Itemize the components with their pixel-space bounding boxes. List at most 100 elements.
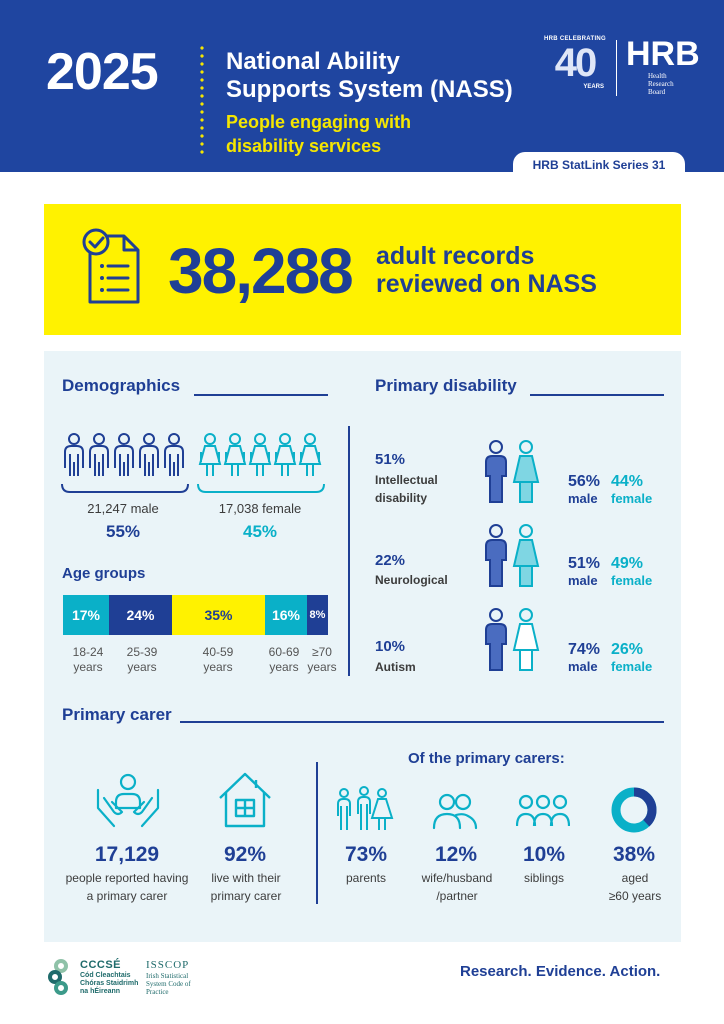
intellectual-female-pct: 44% (611, 473, 644, 490)
siblings-icon (516, 794, 570, 827)
cccse-line: na hÉireann (80, 988, 121, 995)
celebrating-years: YEARS (583, 84, 604, 90)
hrb-name-line-3: Board (648, 88, 666, 96)
page-title: National Ability Supports System (NASS) (226, 48, 526, 104)
aged-label: aged ≥60 years (600, 869, 670, 905)
carer-label-line: primary carer (210, 889, 282, 903)
male-label: male (568, 491, 598, 506)
section-divider (348, 426, 350, 676)
male-label: male (568, 573, 598, 588)
autism-female-pct: 26% (611, 641, 644, 658)
male-female-icon (485, 524, 540, 587)
female-percent: 45% (242, 522, 278, 541)
parents-pct: 73% (344, 843, 388, 866)
aged-pct: 38% (612, 843, 656, 866)
age-label-line: 40-59 (202, 645, 234, 659)
caring-hands-icon (96, 773, 160, 828)
carer-label-line: a primary carer (86, 889, 168, 903)
parents-label: parents (345, 871, 387, 885)
primary-carer-rule (180, 721, 664, 723)
age-bar-25-39: 24% (109, 595, 172, 635)
aged-label-line: ≥60 years (608, 889, 662, 903)
age-groups-title: Age groups (62, 565, 146, 582)
carer-divider (316, 762, 318, 904)
age-bar-40-59: 35% (172, 595, 265, 635)
female-count: 17,038 female (218, 501, 302, 516)
siblings-pct: 10% (522, 843, 566, 866)
age-label-line: years (127, 660, 157, 674)
footer-tagline: Research. Evidence. Action. (460, 963, 661, 980)
celebrating-text: HRB CELEBRATING (543, 36, 607, 42)
report-year: 2025 (46, 43, 159, 101)
house-icon (219, 772, 271, 828)
age-bar-60-69: 16% (265, 595, 307, 635)
cccse-logo-text: CCCSÉ (80, 959, 122, 971)
dotted-divider (200, 44, 204, 156)
hrb-logo-name: Health Research Board (626, 72, 700, 96)
male-label: male (568, 659, 598, 674)
carer-live-label: live with their primary carer (196, 869, 296, 905)
disability-neurological-pct: 22% (375, 552, 406, 569)
isscop-line: System Code of (146, 980, 191, 988)
cccse-line: Chóras Staidrimh (80, 980, 139, 987)
age-label-40-59: 40-59 years (194, 645, 242, 675)
female-people-icon (197, 433, 325, 493)
aged-label-line: aged (621, 871, 649, 885)
spouse-label: wife/husband/partner (412, 869, 502, 905)
female-label: female (611, 659, 653, 674)
title-line-2: Supports System (NASS) (226, 76, 513, 103)
records-description: adult records reviewed on NASS (376, 242, 597, 298)
couple-icon (432, 793, 478, 830)
records-line-1: adult records (376, 242, 535, 270)
male-female-icon (485, 440, 540, 503)
spouse-label-line: /partner (436, 889, 478, 903)
hrb-name-line-1: Health (648, 72, 667, 80)
stats-panel (44, 351, 681, 942)
records-count: 38,288 (168, 235, 354, 307)
male-count: 21,247 male (87, 501, 159, 516)
header-band: 2025 National Ability Supports System (N… (0, 0, 724, 172)
male-female-icon (485, 608, 540, 671)
demographics-title: Demographics (62, 376, 181, 395)
age-label-25-39: 25-39 years (118, 645, 166, 675)
carer-label-line: live with their (211, 871, 281, 885)
isscop-line: Irish Statistical (146, 972, 189, 980)
hrb-logo-text: HRB (626, 35, 700, 73)
cccse-line: Cód Cleachtais (80, 972, 131, 979)
autism-male-pct: 74% (568, 641, 601, 658)
age-bar-18-24: 17% (63, 595, 109, 635)
age-label-line: 60-69 (268, 645, 300, 659)
series-label: HRB StatLink Series 31 (513, 152, 685, 176)
carer-reported-label: people reported having a primary carer (50, 869, 204, 905)
primary-disability-rule (530, 394, 664, 396)
aged-donut-icon (611, 787, 657, 833)
disability-intellectual-pct: 51% (375, 451, 406, 468)
disability-autism-name: Autism (375, 660, 416, 674)
siblings-label: siblings (523, 871, 565, 885)
carer-reported-count: 17,129 (94, 843, 160, 866)
age-label-line: years (307, 660, 337, 674)
age-label-line: ≥70 (312, 645, 332, 659)
cccse-logo-subtext: Cód Cleachtais Chóras Staidrimh na hÉire… (80, 972, 138, 996)
title-line-1: National Ability (226, 48, 400, 75)
age-bar-70-plus: 8% (307, 595, 328, 635)
primary-disability-title: Primary disability (375, 376, 517, 395)
subtitle-line-1: People engaging with (226, 112, 412, 132)
neurological-female-pct: 49% (611, 555, 644, 572)
disability-name-line: Intellectual (375, 473, 438, 487)
neurological-male-pct: 51% (568, 555, 601, 572)
demographics-rule (194, 394, 328, 396)
spouse-pct: 12% (434, 843, 478, 866)
intellectual-male-pct: 56% (568, 473, 601, 490)
age-label-line: years (203, 660, 233, 674)
celebrating-40-logo: HRB CELEBRATING 40 YEARS (540, 36, 610, 98)
primary-carer-title: Primary carer (62, 705, 172, 724)
hrb-name-line-2: Research (648, 80, 674, 88)
age-label-line: years (269, 660, 299, 674)
isscop-line: Practice (146, 988, 169, 996)
female-label: female (611, 573, 653, 588)
age-label-18-24: 18-24 years (66, 645, 110, 675)
age-label-line: 25-39 (126, 645, 158, 659)
male-people-icon (61, 433, 189, 493)
records-banner: 38,288 adult records reviewed on NASS (44, 204, 681, 335)
